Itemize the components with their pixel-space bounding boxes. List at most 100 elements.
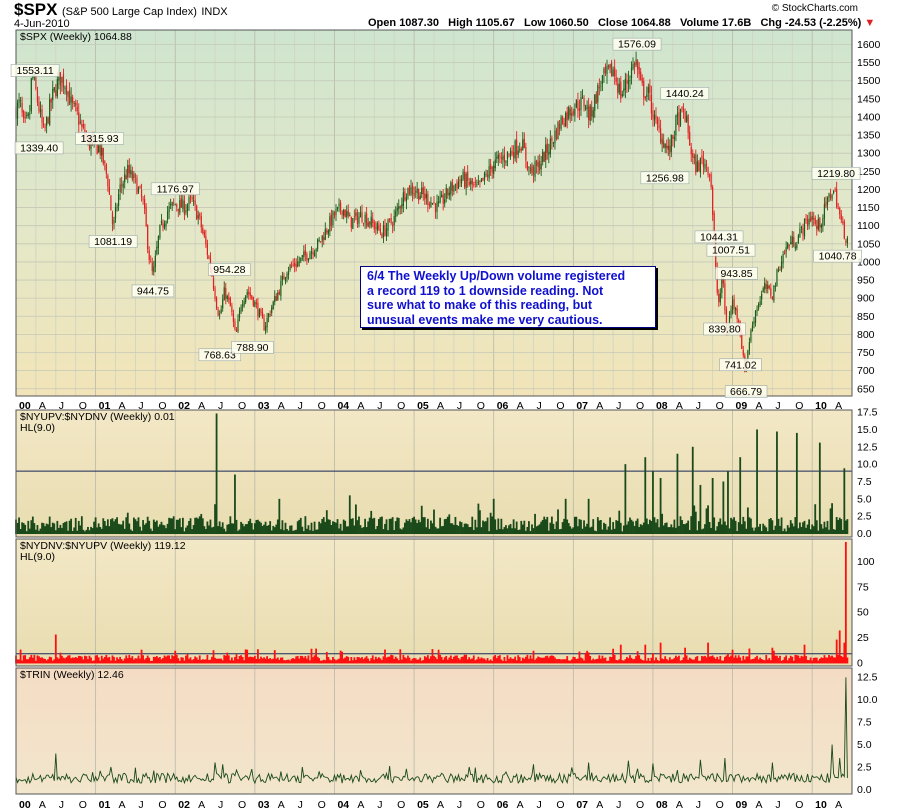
- upv-dnv-bar: [463, 523, 466, 535]
- y-tick-label: 0: [857, 657, 863, 669]
- dnv-upv-bar: [166, 655, 169, 664]
- upv-dnv-bar: [428, 528, 431, 535]
- upv-dnv-bar: [419, 522, 422, 535]
- dnv-upv-bar: [592, 658, 595, 664]
- x-tick-label: O: [477, 400, 485, 412]
- upv-dnv-bar: [64, 522, 66, 535]
- candle-body: [317, 239, 319, 249]
- candle-body: [470, 180, 472, 185]
- dnv-upv-bar: [335, 660, 337, 664]
- upv-dnv-bar: [79, 525, 82, 535]
- upv-dnv-bar: [353, 525, 356, 535]
- dnv-upv-bar: [129, 657, 132, 664]
- upv-dnv-bar: [390, 518, 393, 535]
- dnv-upv-bar: [203, 659, 206, 664]
- dnv-upv-bar: [279, 657, 282, 664]
- dnv-upv-bar: [684, 647, 686, 664]
- upv-dnv-bar: [30, 520, 33, 535]
- upv-dnv-bar: [685, 523, 688, 535]
- dnv-upv-bar: [39, 657, 42, 664]
- dnv-upv-bar: [96, 655, 99, 664]
- upv-dnv-bar: [699, 484, 702, 535]
- candle-body: [675, 115, 677, 136]
- candle-body: [764, 282, 766, 289]
- dnv-upv-bar: [714, 658, 717, 664]
- dnv-upv-bar: [511, 658, 513, 664]
- price-label: 1007.51: [712, 245, 750, 257]
- upv-dnv-bar: [583, 520, 585, 535]
- upv-dnv-bar: [131, 530, 134, 535]
- upv-dnv-bar: [581, 528, 584, 535]
- dnv-upv-bar: [675, 655, 677, 664]
- dnv-upv-bar: [154, 656, 157, 664]
- candle-body: [627, 79, 630, 85]
- dnv-upv-bar: [723, 656, 726, 664]
- candle-body: [782, 254, 784, 264]
- dnv-upv-bar: [570, 659, 573, 664]
- upv-dnv-bar: [339, 523, 342, 535]
- dnv-upv-bar: [322, 659, 325, 664]
- dnv-upv-bar: [422, 659, 425, 664]
- dnv-upv-bar: [328, 659, 331, 664]
- candle-body: [692, 153, 694, 158]
- upv-dnv-bar: [246, 524, 249, 535]
- upv-dnv-bar: [621, 531, 624, 535]
- upv-dnv-bar: [336, 519, 339, 535]
- dnv-upv-bar: [826, 657, 829, 664]
- upv-dnv-bar: [344, 520, 347, 535]
- candle-body: [803, 218, 806, 237]
- dnv-upv-bar: [260, 656, 262, 664]
- upv-dnv-bar: [486, 517, 489, 535]
- dnv-upv-bar: [575, 659, 578, 664]
- dnv-upv-bar: [149, 660, 152, 664]
- dnv-upv-bar: [31, 657, 34, 664]
- candle-body: [612, 69, 614, 77]
- dnv-upv-bar: [87, 659, 89, 664]
- x-tick-label: O: [238, 799, 246, 811]
- upv-dnv-bar: [244, 524, 247, 535]
- dnv-upv-bar: [841, 657, 844, 664]
- candle-body: [750, 330, 752, 342]
- upv-dnv-bar: [22, 523, 25, 535]
- dnv-upv-bar: [61, 655, 63, 664]
- candle-body: [780, 261, 783, 270]
- candle-body: [454, 184, 457, 186]
- candle-body: [637, 60, 639, 70]
- upv-dnv-bar: [338, 528, 340, 535]
- upv-dnv-bar: [232, 523, 235, 535]
- dnv-upv-bar: [719, 655, 722, 664]
- upv-dnv-bar: [391, 517, 394, 535]
- upv-dnv-bar: [289, 525, 291, 535]
- price-label: 1176.97: [157, 183, 194, 195]
- dnv-upv-bar: [296, 655, 299, 664]
- candle-body: [283, 275, 285, 280]
- dnv-upv-bar: [304, 656, 307, 664]
- dnv-upv-bar: [94, 655, 97, 664]
- dnv-upv-bar: [57, 658, 60, 664]
- upv-dnv-bar: [180, 527, 183, 535]
- upv-dnv-bar: [82, 529, 85, 535]
- dnv-upv-bar: [497, 655, 500, 664]
- candle-body: [757, 304, 760, 309]
- upv-dnv-bar: [492, 498, 495, 535]
- candle-body: [274, 296, 276, 303]
- panel-legend: $TRIN (Weekly) 12.46: [20, 669, 124, 681]
- candle-body: [359, 212, 362, 218]
- candle-body: [428, 203, 430, 206]
- dnv-upv-bar: [316, 656, 319, 664]
- upv-dnv-bar: [846, 519, 849, 535]
- dnv-upv-bar: [405, 658, 408, 664]
- candle-body: [549, 138, 551, 154]
- candle-body: [542, 151, 544, 162]
- upv-dnv-bar: [710, 527, 713, 535]
- dnv-upv-bar: [178, 660, 181, 664]
- dnv-upv-bar: [290, 658, 293, 664]
- upv-dnv-bar: [177, 519, 180, 535]
- dnv-upv-bar: [547, 657, 550, 664]
- candle-body: [134, 175, 137, 177]
- upv-dnv-bar: [229, 516, 232, 535]
- upv-dnv-bar: [624, 464, 627, 535]
- down-arrow-icon: ▼: [864, 17, 876, 29]
- dnv-upv-bar: [733, 657, 735, 664]
- upv-dnv-bar: [532, 528, 535, 535]
